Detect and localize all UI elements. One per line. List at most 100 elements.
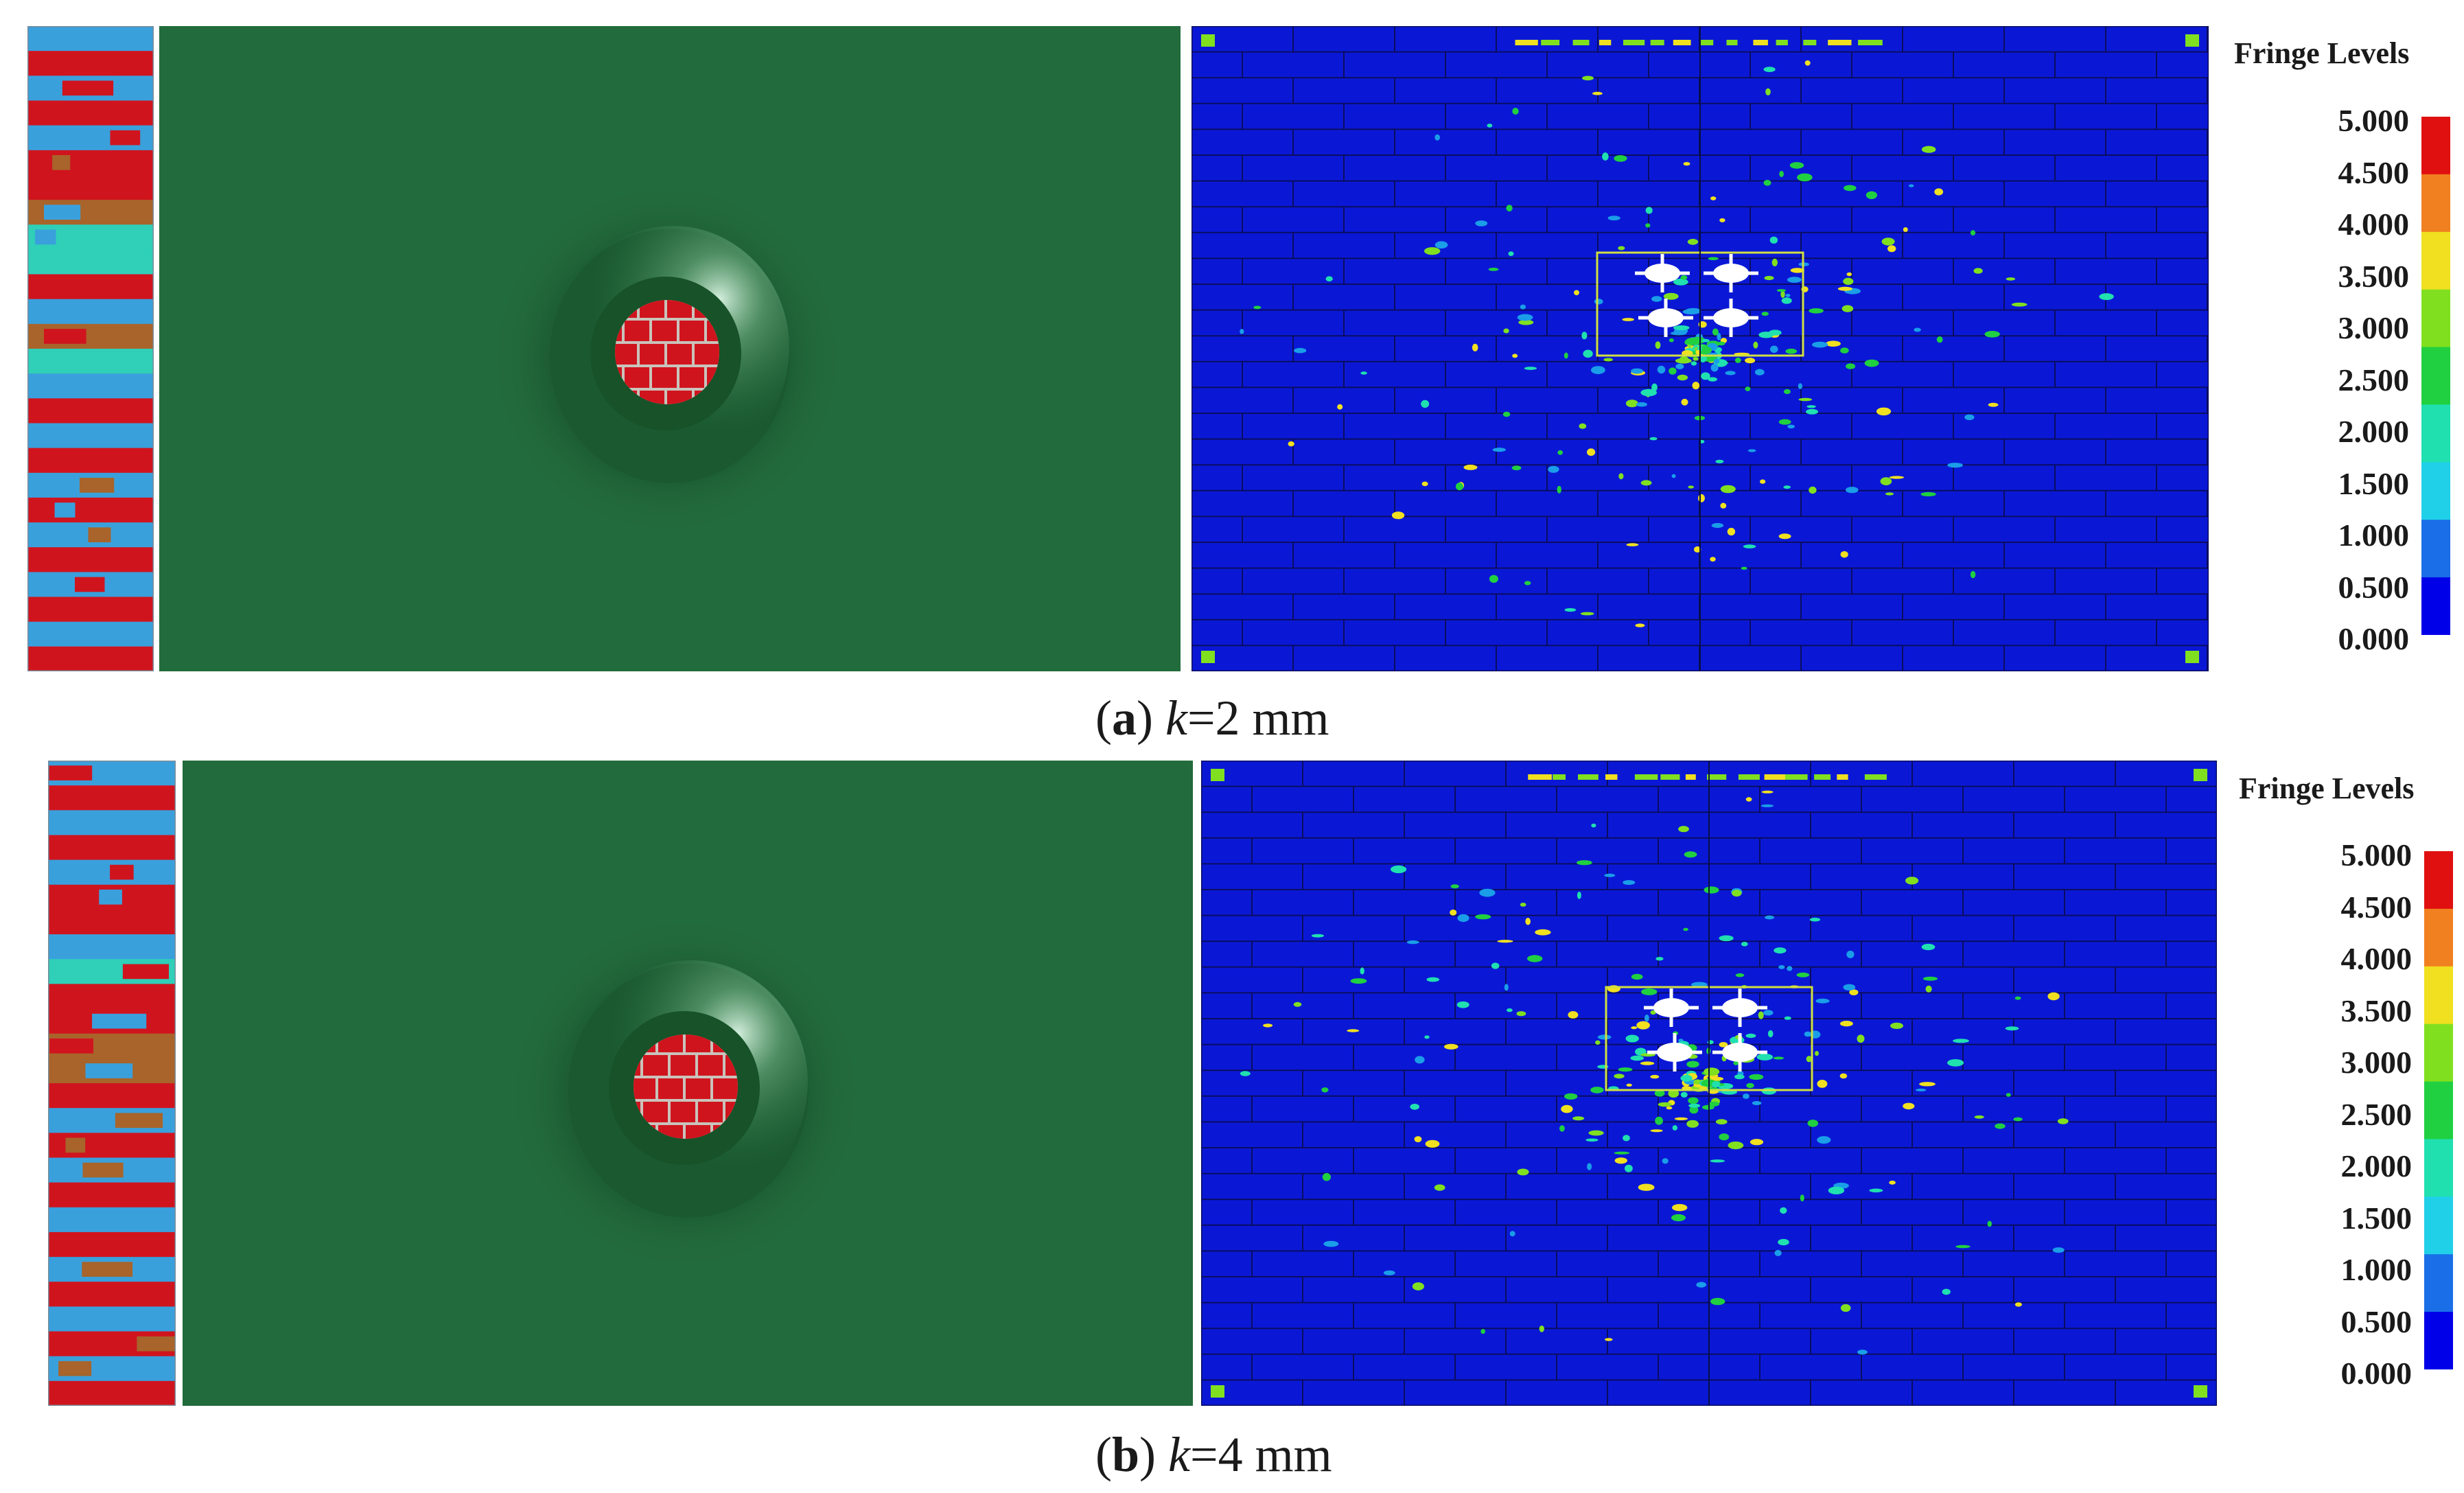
stress-spot <box>1880 477 1892 485</box>
stress-spot <box>1690 361 1697 366</box>
stress-spot <box>1618 1067 1633 1072</box>
stress-spot <box>1715 1119 1728 1125</box>
stress-spot <box>1741 566 1747 570</box>
stress-spot <box>1711 522 1724 529</box>
stress-spot <box>2011 302 2027 307</box>
stress-spot <box>1426 977 1440 982</box>
stress-spot <box>1541 40 1560 45</box>
stress-spot <box>1843 277 1854 285</box>
stress-spot <box>1840 551 1848 558</box>
stress-spot <box>1383 1270 1395 1275</box>
stress-spot <box>1695 349 1701 355</box>
stress-spot <box>1710 196 1717 200</box>
stress-spot <box>1614 1151 1630 1155</box>
brick <box>652 367 677 388</box>
stress-spot <box>1778 419 1791 425</box>
brick <box>686 1078 710 1099</box>
stress-spot <box>1677 374 1688 381</box>
stress-spot <box>1675 358 1692 364</box>
stress-spot <box>1754 369 1765 375</box>
stress-spot <box>1673 40 1691 45</box>
strip-layer <box>48 1083 176 1109</box>
strip-layer <box>48 1231 176 1258</box>
caption-b: (b) k=4 mm <box>1095 1427 1332 1482</box>
stress-spot <box>1421 400 1430 408</box>
side-view-strip <box>27 26 154 671</box>
fringe-tick-label: 0.000 <box>2340 1356 2413 1391</box>
strip-fragment <box>44 329 86 344</box>
stress-spot <box>1749 1074 1764 1080</box>
stress-spot <box>1789 162 1804 169</box>
stress-spot <box>1640 389 1657 397</box>
stress-spot <box>1715 459 1724 463</box>
stress-spot <box>1885 492 1894 496</box>
stress-spot <box>1655 1116 1663 1125</box>
stress-spot <box>1391 865 1407 873</box>
stress-spot <box>1828 40 1852 45</box>
brick <box>667 344 692 364</box>
stress-spot <box>1763 180 1771 186</box>
stress-spot <box>1783 485 1791 489</box>
stress-spot <box>1840 347 1849 354</box>
stress-spot <box>1970 230 1976 235</box>
strip-fragment <box>30 180 80 195</box>
stress-spot <box>1581 332 1588 340</box>
stress-spot <box>1712 1081 1720 1088</box>
stress-spot <box>1681 398 1688 406</box>
stress-spot <box>1719 1133 1730 1141</box>
stress-spot <box>1595 1040 1601 1045</box>
stress-spot <box>1508 251 1514 256</box>
stress-spot <box>1764 774 1788 780</box>
stress-spot <box>1415 1056 1425 1064</box>
stress-spot <box>1684 851 1697 858</box>
colorbar-segment <box>2424 908 2453 967</box>
strip-layer <box>27 349 154 375</box>
stress-spot <box>1771 258 1778 266</box>
fringe-tick-label: 2.000 <box>2340 1148 2413 1183</box>
strip-fragment <box>122 964 169 980</box>
brick <box>671 1102 695 1122</box>
stress-spot <box>1517 314 1533 321</box>
stress-spot <box>1953 1039 1969 1043</box>
stress-spot <box>1815 1051 1819 1056</box>
stress-spot <box>1701 372 1710 380</box>
stress-spot <box>1472 343 1478 351</box>
fringe-tick-label: 4.000 <box>2340 941 2413 976</box>
stress-spot <box>1778 1238 1789 1246</box>
stress-spot <box>1693 357 1699 361</box>
stress-spot <box>1693 546 1701 553</box>
stress-spot <box>1947 463 1963 468</box>
stress-spot <box>1663 292 1679 300</box>
stress-spot <box>1964 414 1975 421</box>
stress-spot <box>1806 1056 1812 1063</box>
stress-spot <box>1524 581 1531 586</box>
stress-spot <box>1809 486 1817 494</box>
caption-variable: k <box>1165 691 1187 745</box>
contour-border <box>1192 26 2209 671</box>
stress-spot <box>1424 247 1441 255</box>
stress-spot <box>1741 942 1748 947</box>
stress-spot <box>1710 364 1719 372</box>
stress-spot <box>1605 1338 1613 1341</box>
stress-spot <box>1425 1139 1440 1148</box>
stress-spot <box>1914 327 1921 332</box>
stress-spot <box>1857 1034 1865 1043</box>
stress-spot <box>1457 914 1469 923</box>
stress-spot <box>1734 1074 1745 1080</box>
stress-spot <box>1504 984 1509 991</box>
strip-fragment <box>54 502 75 518</box>
stress-spot <box>2006 277 2016 281</box>
contour-border <box>1201 761 2217 1406</box>
stress-spot <box>1988 402 1999 407</box>
stress-spot <box>1360 371 1367 375</box>
brick <box>698 1055 723 1076</box>
stress-spot <box>1520 304 1526 310</box>
stress-spot <box>1806 405 1816 408</box>
stress-spot <box>1520 903 1526 907</box>
colorbar-segment <box>2424 1312 2453 1369</box>
strip-fragment <box>88 527 111 542</box>
fringe-canvas <box>1192 26 2209 671</box>
stress-spot <box>1640 1061 1655 1065</box>
stress-spot <box>1849 989 1859 995</box>
stress-spot <box>1658 1102 1672 1107</box>
